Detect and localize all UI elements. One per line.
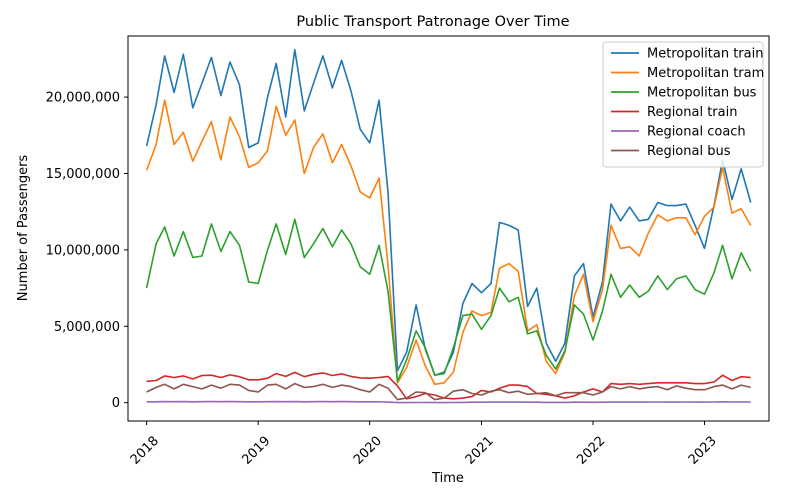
series-line-5 <box>146 382 751 401</box>
legend-box <box>602 41 764 168</box>
plot-area <box>145 48 752 404</box>
y-axis-label: Number of Passengers <box>16 155 31 302</box>
y-tick-label: 10,000,000 <box>46 243 120 258</box>
y-tick-label: 20,000,000 <box>46 91 120 106</box>
x-tick-label: 2021 <box>463 434 497 468</box>
legend-label: Metropolitan tram <box>647 66 764 81</box>
legend: Metropolitan train Metropolitan tram Metro… <box>602 41 764 168</box>
x-tick-label: 2023 <box>686 434 720 468</box>
plot-frame <box>127 35 770 422</box>
x-tick-label: 2020 <box>351 434 385 468</box>
y-tick-label: 0 <box>112 396 120 411</box>
x-tick-label: 2019 <box>239 434 273 468</box>
series-line-2 <box>145 218 752 383</box>
y-axis: 0 5,000,000 10,000,000 15,000,000 20,000,000 <box>46 91 128 411</box>
series-line-3 <box>146 371 751 400</box>
series-line-4 <box>146 400 751 404</box>
x-tick-label: 2018 <box>128 434 162 468</box>
legend-label: Metropolitan train <box>647 47 763 62</box>
y-tick-label: 5,000,000 <box>54 320 120 335</box>
legend-label: Regional train <box>647 105 737 120</box>
series-line-1 <box>145 99 752 386</box>
legend-label: Metropolitan bus <box>647 86 757 101</box>
chart-title: Public Transport Patronage Over Time <box>296 14 569 30</box>
y-tick-label: 15,000,000 <box>46 167 120 182</box>
x-axis-label: Time <box>431 471 464 486</box>
x-tick-label: 2022 <box>574 434 608 468</box>
x-axis: 2018 2019 2020 2021 2022 2023 <box>128 421 720 468</box>
legend-label: Regional coach <box>647 125 746 140</box>
legend-label: Regional bus <box>647 144 731 159</box>
